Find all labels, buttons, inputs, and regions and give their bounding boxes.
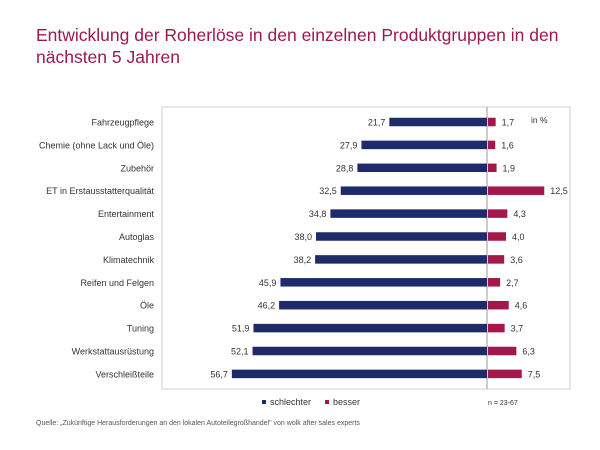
value-label-schlechter-reifen-und-felgen: 45,9 [259, 278, 277, 288]
bar-besser-zubehör [488, 163, 497, 173]
category-label-verschleißteile: Verschleißteile [95, 369, 154, 379]
bar-schlechter-et-in-erstausstatterqualität [340, 186, 487, 195]
value-label-schlechter-klimatechnik: 38,2 [294, 255, 312, 265]
value-label-schlechter-chemie-ohne-lack-und-öle: 27,9 [340, 140, 358, 150]
value-label-schlechter-zubehör: 28,8 [336, 163, 354, 173]
legend-label-besser: besser [333, 397, 361, 407]
bar-besser-entertainment [488, 209, 508, 218]
value-label-besser-et-in-erstausstatterqualität: 12,5 [550, 186, 568, 196]
bar-besser-et-in-erstausstatterqualität [488, 186, 545, 195]
legend-label-schlechter: schlechter [270, 397, 312, 407]
category-label-autoglas: Autoglas [119, 232, 155, 242]
bar-schlechter-entertainment [330, 209, 487, 218]
value-label-besser-klimatechnik: 3,6 [510, 255, 523, 265]
bar-schlechter-öle [279, 300, 487, 310]
category-label-et-in-erstausstatterqualität: ET in Erstausstatterqualität [46, 186, 154, 196]
category-label-zubehör: Zubehör [120, 163, 154, 173]
bar-schlechter-autoglas [316, 232, 487, 241]
category-label-fahrzeugpflege: Fahrzeugpflege [91, 118, 154, 128]
value-label-besser-entertainment: 4,3 [513, 209, 526, 219]
value-label-besser-reifen-und-felgen: 2,7 [506, 278, 519, 288]
legend: schlechter besser [262, 397, 374, 407]
bar-besser-autoglas [488, 232, 506, 241]
category-label-reifen-und-felgen: Reifen und Felgen [80, 278, 154, 288]
chart-title: Entwicklung der Roherlöse in den einzeln… [36, 25, 559, 67]
legend-swatch-schlechter [262, 400, 266, 404]
bar-schlechter-klimatechnik [315, 255, 487, 264]
legend-item-schlechter: schlechter [262, 397, 311, 407]
source-note: Quelle: „Zukünftige Herausforderungen an… [36, 420, 360, 427]
bar-besser-öle [488, 300, 509, 310]
category-label-entertainment: Entertainment [98, 209, 155, 219]
bar-besser-fahrzeugpflege [488, 117, 496, 127]
value-label-schlechter-verschleißteile: 56,7 [210, 369, 228, 379]
bar-schlechter-chemie-ohne-lack-und-öle [361, 140, 487, 150]
value-label-schlechter-autoglas: 38,0 [294, 232, 312, 242]
category-label-klimatechnik: Klimatechnik [103, 255, 155, 265]
bar-schlechter-fahrzeugpflege [389, 117, 487, 127]
category-label-werkstattausrüstung: Werkstattausrüstung [72, 347, 154, 357]
unit-label: in % [531, 115, 548, 125]
category-label-tuning: Tuning [127, 324, 154, 334]
value-label-schlechter-et-in-erstausstatterqualität: 32,5 [319, 186, 337, 196]
value-label-besser-chemie-ohne-lack-und-öle: 1,6 [501, 140, 514, 150]
bar-besser-chemie-ohne-lack-und-öle [488, 140, 496, 150]
value-label-besser-tuning: 3,7 [511, 324, 524, 334]
value-label-schlechter-entertainment: 34,8 [309, 209, 327, 219]
bar-besser-werkstattausrüstung [488, 346, 517, 356]
bar-schlechter-reifen-und-felgen [280, 278, 487, 287]
bar-schlechter-tuning [253, 323, 487, 333]
bar-besser-tuning [488, 323, 505, 333]
sample-size-note: n = 23-67 [488, 400, 518, 407]
bar-besser-reifen-und-felgen [488, 278, 501, 287]
value-label-besser-autoglas: 4,0 [512, 232, 525, 242]
legend-item-besser: besser [325, 397, 360, 407]
value-label-besser-öle: 4,6 [515, 301, 528, 311]
category-label-öle: Öle [140, 301, 154, 311]
value-label-besser-fahrzeugpflege: 1,7 [502, 118, 515, 128]
value-label-schlechter-tuning: 51,9 [232, 324, 250, 334]
value-label-besser-verschleißteile: 7,5 [528, 369, 541, 379]
value-label-besser-werkstattausrüstung: 6,3 [522, 347, 535, 357]
legend-swatch-besser [325, 400, 330, 404]
bar-besser-klimatechnik [488, 255, 505, 264]
plot-frame [161, 106, 571, 390]
bar-schlechter-werkstattausrüstung [252, 346, 487, 356]
bar-schlechter-zubehör [357, 163, 487, 173]
value-label-schlechter-werkstattausrüstung: 52,1 [231, 347, 249, 357]
value-label-besser-zubehör: 1,9 [503, 163, 516, 173]
bar-schlechter-verschleißteile [231, 369, 487, 379]
value-label-schlechter-öle: 46,2 [258, 301, 276, 311]
bar-besser-verschleißteile [488, 369, 522, 379]
value-label-schlechter-fahrzeugpflege: 21,7 [368, 118, 386, 128]
category-label-chemie-ohne-lack-und-öle: Chemie (ohne Lack und Öle) [39, 140, 154, 150]
